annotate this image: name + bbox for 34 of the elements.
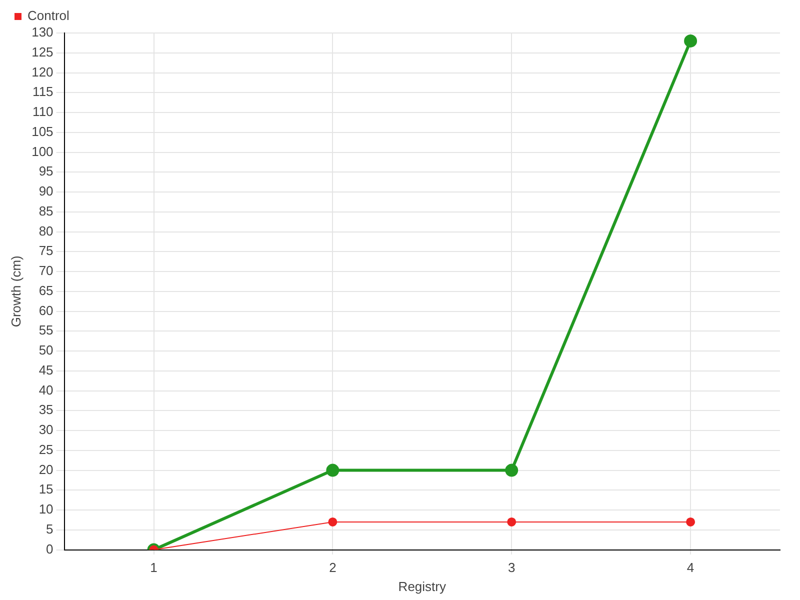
x-tick-label: 3 xyxy=(508,560,516,576)
legend-label: Control xyxy=(28,8,70,24)
x-tick-label: 4 xyxy=(686,560,694,576)
y-tick-label: 130 xyxy=(32,24,54,40)
y-tick-label: 110 xyxy=(32,104,54,120)
y-tick-label: 80 xyxy=(38,223,54,238)
y-tick-label: 85 xyxy=(38,203,54,218)
y-tick-label: 115 xyxy=(32,84,54,100)
y-tick-label: 120 xyxy=(32,64,54,80)
y-tick-label: 0 xyxy=(46,541,54,556)
y-tick-label: 35 xyxy=(38,402,54,418)
y-tick-label: 90 xyxy=(38,184,54,199)
y-tick-label: 60 xyxy=(38,302,54,318)
y-tick-label: 95 xyxy=(38,164,54,179)
y-tick-label: 75 xyxy=(38,243,54,258)
y-tick-label: 5 xyxy=(46,522,54,536)
y-tick-label: 40 xyxy=(38,382,54,398)
y-tick-label: 15 xyxy=(38,482,54,497)
x-tick-label: 2 xyxy=(329,560,336,576)
y-axis-title: Growth (cm) xyxy=(8,256,24,328)
y-tick-label: 125 xyxy=(32,44,54,60)
y-tick-label: 30 xyxy=(38,422,54,438)
x-tick-label: 1 xyxy=(150,560,158,576)
y-tick-label: 45 xyxy=(38,362,54,378)
y-tick-label: 10 xyxy=(38,502,54,517)
y-tick-label: 100 xyxy=(32,144,54,159)
y-tick-label: 50 xyxy=(38,342,54,358)
y-tick-label: 105 xyxy=(32,124,54,139)
y-tick-label: 25 xyxy=(38,442,54,457)
y-tick-label: 65 xyxy=(38,282,54,298)
x-axis-title: Registry xyxy=(398,578,446,594)
y-tick-label: 55 xyxy=(38,322,54,338)
y-tick-label: 70 xyxy=(38,263,54,278)
y-tick-label: 20 xyxy=(38,462,54,477)
